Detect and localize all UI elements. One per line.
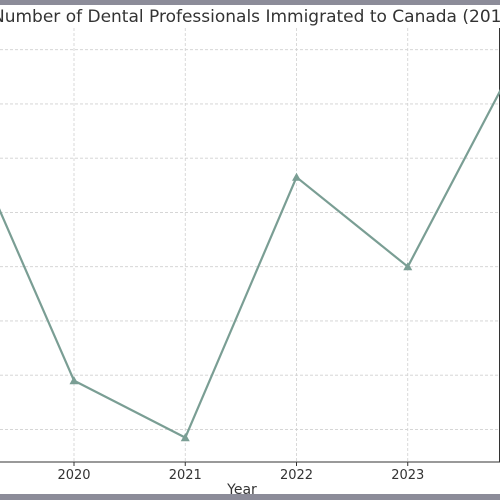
data-point xyxy=(403,262,413,271)
data-point xyxy=(69,376,79,385)
x-tick-label: 2020 xyxy=(57,468,90,483)
x-axis-label-text: Year xyxy=(227,482,257,496)
data-point xyxy=(180,433,190,442)
chart-title-text: Number of Dental Professionals Immigrate… xyxy=(0,7,500,27)
x-tick-label: 2023 xyxy=(391,468,424,483)
data-point xyxy=(292,172,301,181)
x-axis-label: Year xyxy=(0,482,500,496)
x-tick-label: 2021 xyxy=(169,468,202,483)
frame-top-border xyxy=(0,0,500,5)
series-line xyxy=(0,88,500,439)
chart-title: Number of Dental Professionals Immigrate… xyxy=(0,6,500,28)
frame-bottom-border xyxy=(0,494,500,500)
x-tick-label: 2022 xyxy=(280,468,313,483)
